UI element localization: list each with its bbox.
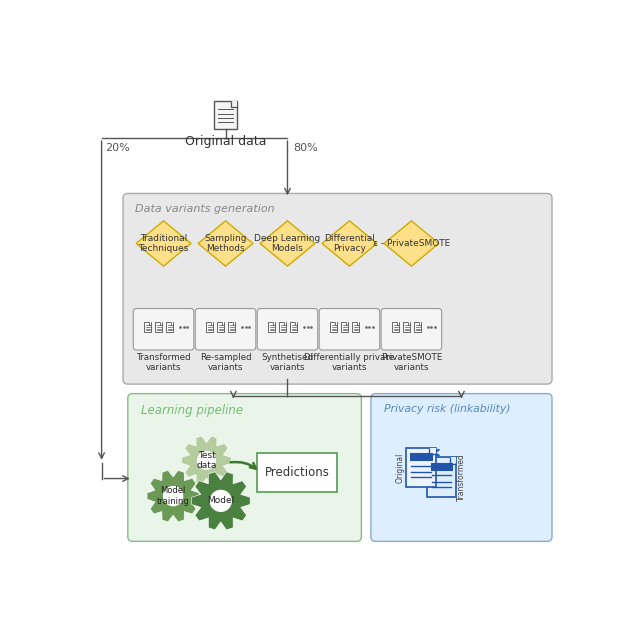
Text: Test
data: Test data — [196, 451, 217, 470]
Polygon shape — [136, 221, 191, 266]
Text: Privacy risk (linkability): Privacy risk (linkability) — [384, 404, 511, 414]
FancyBboxPatch shape — [392, 322, 399, 332]
Polygon shape — [322, 221, 377, 266]
Text: Data variants generation: Data variants generation — [135, 204, 275, 214]
Polygon shape — [222, 322, 225, 324]
Polygon shape — [284, 322, 286, 324]
Circle shape — [198, 451, 215, 469]
Text: Predictions: Predictions — [264, 465, 330, 478]
Text: Model
training: Model training — [157, 487, 189, 506]
Text: Differential
Privacy: Differential Privacy — [324, 234, 375, 253]
Polygon shape — [419, 322, 421, 324]
Polygon shape — [191, 472, 250, 530]
FancyBboxPatch shape — [371, 394, 552, 542]
FancyBboxPatch shape — [330, 322, 337, 332]
FancyBboxPatch shape — [319, 308, 380, 350]
FancyBboxPatch shape — [195, 308, 256, 350]
Text: Deep Learning
Models: Deep Learning Models — [254, 234, 321, 253]
Polygon shape — [260, 221, 315, 266]
FancyBboxPatch shape — [123, 193, 552, 384]
Text: Re-sampled
variants: Re-sampled variants — [200, 353, 252, 372]
Text: PrivateSMOTE
variants: PrivateSMOTE variants — [381, 353, 442, 372]
FancyBboxPatch shape — [128, 394, 362, 542]
Polygon shape — [408, 322, 410, 324]
Text: Differentially private
variants: Differentially private variants — [305, 353, 394, 372]
FancyBboxPatch shape — [410, 453, 431, 460]
Polygon shape — [211, 322, 213, 324]
FancyBboxPatch shape — [406, 448, 436, 487]
FancyBboxPatch shape — [381, 308, 442, 350]
Circle shape — [164, 487, 182, 506]
FancyBboxPatch shape — [228, 322, 236, 332]
FancyBboxPatch shape — [268, 322, 275, 332]
Text: Model: Model — [207, 496, 234, 505]
FancyBboxPatch shape — [257, 452, 337, 492]
Text: Transformed
variants: Transformed variants — [136, 353, 191, 372]
Polygon shape — [384, 221, 439, 266]
Polygon shape — [357, 322, 359, 324]
Polygon shape — [149, 322, 152, 324]
Polygon shape — [397, 322, 399, 324]
FancyBboxPatch shape — [257, 308, 317, 350]
FancyBboxPatch shape — [214, 101, 237, 129]
FancyBboxPatch shape — [206, 322, 213, 332]
Polygon shape — [171, 322, 173, 324]
FancyBboxPatch shape — [155, 322, 163, 332]
Text: Sampling
Methods: Sampling Methods — [204, 234, 247, 253]
Text: Original: Original — [396, 452, 405, 483]
Text: 20%: 20% — [106, 143, 130, 153]
FancyBboxPatch shape — [133, 308, 194, 350]
FancyBboxPatch shape — [414, 322, 421, 332]
Polygon shape — [335, 322, 337, 324]
Polygon shape — [295, 322, 298, 324]
Text: Transformed: Transformed — [458, 453, 467, 501]
Polygon shape — [231, 101, 237, 107]
Text: Traditional
Techniques: Traditional Techniques — [138, 234, 189, 253]
Polygon shape — [147, 470, 199, 522]
Polygon shape — [273, 322, 275, 324]
FancyBboxPatch shape — [166, 322, 173, 332]
FancyBboxPatch shape — [427, 457, 456, 496]
Text: 80%: 80% — [293, 143, 318, 153]
Polygon shape — [450, 457, 456, 464]
Polygon shape — [182, 436, 231, 485]
Polygon shape — [346, 322, 348, 324]
FancyBboxPatch shape — [341, 322, 348, 332]
FancyBboxPatch shape — [144, 322, 152, 332]
Text: Learning pipeline: Learning pipeline — [141, 404, 243, 417]
FancyBboxPatch shape — [403, 322, 410, 332]
Circle shape — [211, 490, 231, 511]
FancyBboxPatch shape — [279, 322, 286, 332]
FancyBboxPatch shape — [431, 462, 452, 470]
Polygon shape — [198, 221, 253, 266]
Polygon shape — [233, 322, 236, 324]
FancyBboxPatch shape — [290, 322, 298, 332]
Text: ε - PrivateSMOTE: ε - PrivateSMOTE — [372, 239, 450, 248]
FancyBboxPatch shape — [217, 322, 225, 332]
Text: Original data: Original data — [185, 135, 266, 148]
Polygon shape — [429, 448, 436, 454]
Polygon shape — [160, 322, 163, 324]
FancyBboxPatch shape — [352, 322, 359, 332]
Text: Synthetised
variants: Synthetised variants — [262, 353, 314, 372]
